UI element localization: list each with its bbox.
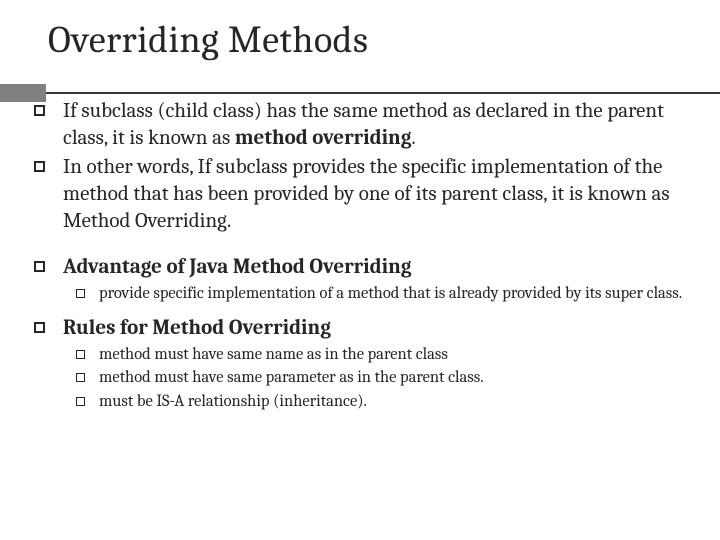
slide: Overriding Methods If subclass (child cl… <box>0 0 720 540</box>
title-container: Overriding Methods <box>0 18 720 62</box>
spacer <box>34 236 686 254</box>
list-item-l1: Advantage of Java Method Overriding <box>34 254 686 281</box>
list-item-l1: In other words, If subclass provides the… <box>34 154 686 235</box>
list-text: In other words, If subclass provides the… <box>63 154 686 235</box>
list-item-l2: method must have same name as in the par… <box>76 345 686 366</box>
accent-block <box>0 84 46 102</box>
list-text: method must have same parameter as in th… <box>99 368 484 389</box>
square-bullet-icon <box>76 350 85 359</box>
list-item-l2: method must have same parameter as in th… <box>76 368 686 389</box>
list-text: method must have same name as in the par… <box>99 345 448 366</box>
list-text: must be IS-A relationship (inheritance). <box>99 392 367 413</box>
slide-title: Overriding Methods <box>48 18 720 62</box>
list-text: Rules for Method Overriding <box>63 315 331 342</box>
list-item-l2: must be IS-A relationship (inheritance). <box>76 392 686 413</box>
square-bullet-icon <box>34 161 45 172</box>
list-text: Advantage of Java Method Overriding <box>63 254 411 281</box>
square-bullet-icon <box>34 105 45 116</box>
list-item-l1: Rules for Method Overriding <box>34 315 686 342</box>
list-item-l2: provide specific implementation of a met… <box>76 284 686 305</box>
square-bullet-icon <box>34 322 45 333</box>
accent-bar <box>0 84 720 102</box>
square-bullet-icon <box>76 289 85 298</box>
accent-line <box>46 92 720 110</box>
square-bullet-icon <box>76 397 85 406</box>
square-bullet-icon <box>76 373 85 382</box>
content-area: If subclass (child class) has the same m… <box>0 62 720 413</box>
square-bullet-icon <box>34 261 45 272</box>
list-text: provide specific implementation of a met… <box>99 284 682 305</box>
spacer <box>34 305 686 315</box>
